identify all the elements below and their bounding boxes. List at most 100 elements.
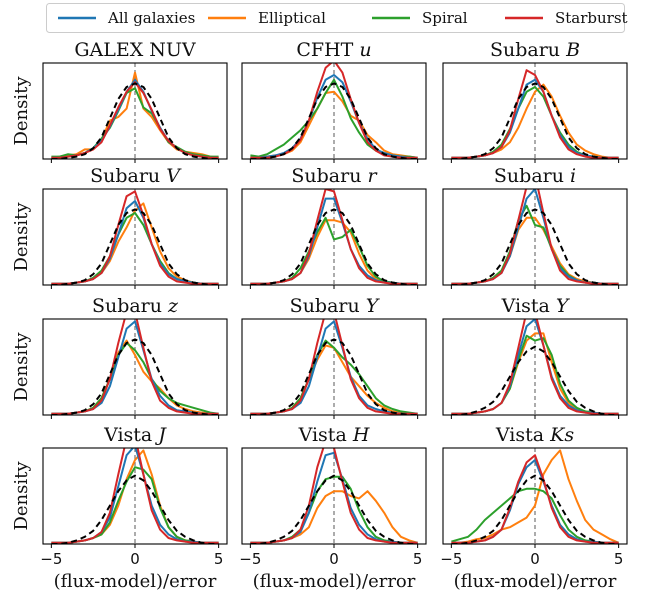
panel-title-text: Subaru (90, 165, 166, 187)
panel-4: Subaru V Density (11, 165, 228, 289)
panel-title-text: CFHT (296, 39, 359, 61)
panel-3: Subaru B (442, 39, 628, 163)
panel-title-text: Vista (501, 295, 556, 317)
panel-title: Subaru Y (290, 295, 381, 317)
series-starburst (51, 81, 219, 159)
series-starburst (51, 448, 219, 544)
x-tick-label: −5 (440, 550, 462, 568)
panel-title: Subaru z (92, 295, 179, 317)
plot-area (51, 190, 219, 285)
panel-title-text: Subaru (290, 295, 366, 317)
plot-area (451, 189, 619, 285)
panel-5: Subaru r (241, 165, 427, 289)
panel-title-text: Subaru (92, 295, 168, 317)
y-axis-label: Density (11, 202, 32, 272)
plot-area (250, 63, 418, 159)
x-tick-label: 5 (413, 550, 423, 568)
panel-title: GALEX NUV (74, 39, 196, 61)
series-starburst (451, 454, 619, 544)
panel-title: Subaru i (494, 165, 576, 187)
panel-7: Subaru z Density (11, 295, 228, 419)
legend-label-0: All galaxies (107, 9, 195, 27)
series-starburst (250, 189, 418, 285)
panel-title-band: u (359, 39, 371, 61)
panel-title-band: z (167, 295, 179, 317)
panel-title-band: V (166, 165, 182, 187)
x-tick-label: −5 (40, 550, 62, 568)
x-tick-label: −5 (239, 550, 261, 568)
x-axis-label: (flux-model)/error (454, 571, 617, 592)
reference-curve (250, 208, 418, 285)
panel-2: CFHT u (241, 39, 427, 163)
x-axis-label: (flux-model)/error (54, 571, 217, 592)
panel-title: Vista Y (501, 295, 571, 317)
panel-10: Vista J −5 0 5 (flux-model)/error Density (11, 424, 228, 592)
reference-curve (250, 82, 418, 159)
reference-curve (451, 208, 619, 285)
series-all-galaxies (250, 74, 418, 159)
series-elliptical (51, 202, 219, 285)
panel-title: Subaru V (90, 165, 182, 187)
x-tick-label: 0 (329, 550, 339, 568)
y-axis-label: Density (11, 76, 32, 146)
panel-title-text: Vista (298, 424, 353, 446)
y-axis-label: Density (11, 332, 32, 402)
panel-title: Subaru r (291, 165, 378, 187)
reference-curve (51, 208, 219, 285)
reference-curve (250, 474, 418, 544)
x-axis-label: (flux-model)/error (253, 571, 416, 592)
panel-title: Vista H (298, 424, 370, 446)
panel-title-text: Subaru (490, 39, 566, 61)
series-starburst (451, 189, 619, 285)
x-tick-label: 5 (214, 550, 224, 568)
series-starburst (250, 63, 418, 159)
x-tick-label: 0 (130, 550, 140, 568)
panel-title: CFHT u (296, 39, 371, 61)
reference-curve (451, 82, 619, 159)
panel-11: Vista H −5 0 5 (flux-model)/error (239, 424, 427, 592)
plot-area (451, 449, 619, 544)
panel-6: Subaru i (442, 165, 628, 289)
series-starburst (451, 69, 619, 159)
panel-title-text: GALEX NUV (74, 39, 196, 61)
panel-title: Vista Ks (495, 424, 574, 446)
legend: All galaxies Elliptical Spiral Starburst (46, 3, 628, 33)
plot-area (51, 71, 219, 159)
plot-area (51, 448, 219, 544)
panel-title: Subaru B (490, 39, 580, 61)
panel-title-text: Vista (495, 424, 550, 446)
series-elliptical (451, 449, 619, 544)
plot-area (250, 189, 418, 285)
reference-curve (51, 82, 219, 159)
reference-curve (451, 345, 619, 415)
plot-area (250, 448, 418, 544)
series-starburst (250, 448, 418, 544)
panel-title-text: Vista (103, 424, 158, 446)
panel-title-text: Subaru (291, 165, 367, 187)
panel-title-band: B (565, 39, 580, 61)
legend-frame (46, 3, 625, 33)
series-starburst (451, 319, 619, 415)
panel-title-band: H (352, 424, 370, 446)
reference-curve (250, 338, 418, 415)
series-starburst (51, 319, 219, 415)
x-tick-label: 5 (614, 550, 624, 568)
panel-title-band: r (368, 165, 379, 187)
panel-title-band: Y (366, 295, 381, 317)
panel-title-text: Subaru (494, 165, 570, 187)
series-starburst (51, 190, 219, 285)
plot-area (250, 319, 418, 415)
panel-9: Vista Y (442, 295, 628, 419)
panel-8: Subaru Y (241, 295, 427, 419)
reference-curve (51, 474, 219, 544)
legend-label-1: Elliptical (258, 9, 326, 27)
plot-area (51, 319, 219, 415)
legend-label-3: Starburst (555, 9, 628, 27)
legend-label-2: Spiral (422, 9, 468, 27)
plot-area (451, 69, 619, 159)
plot-area (451, 319, 619, 415)
panel-1: GALEX NUV Density (11, 39, 228, 163)
panel-title-band: Ks (549, 424, 574, 446)
series-starburst (250, 319, 418, 415)
